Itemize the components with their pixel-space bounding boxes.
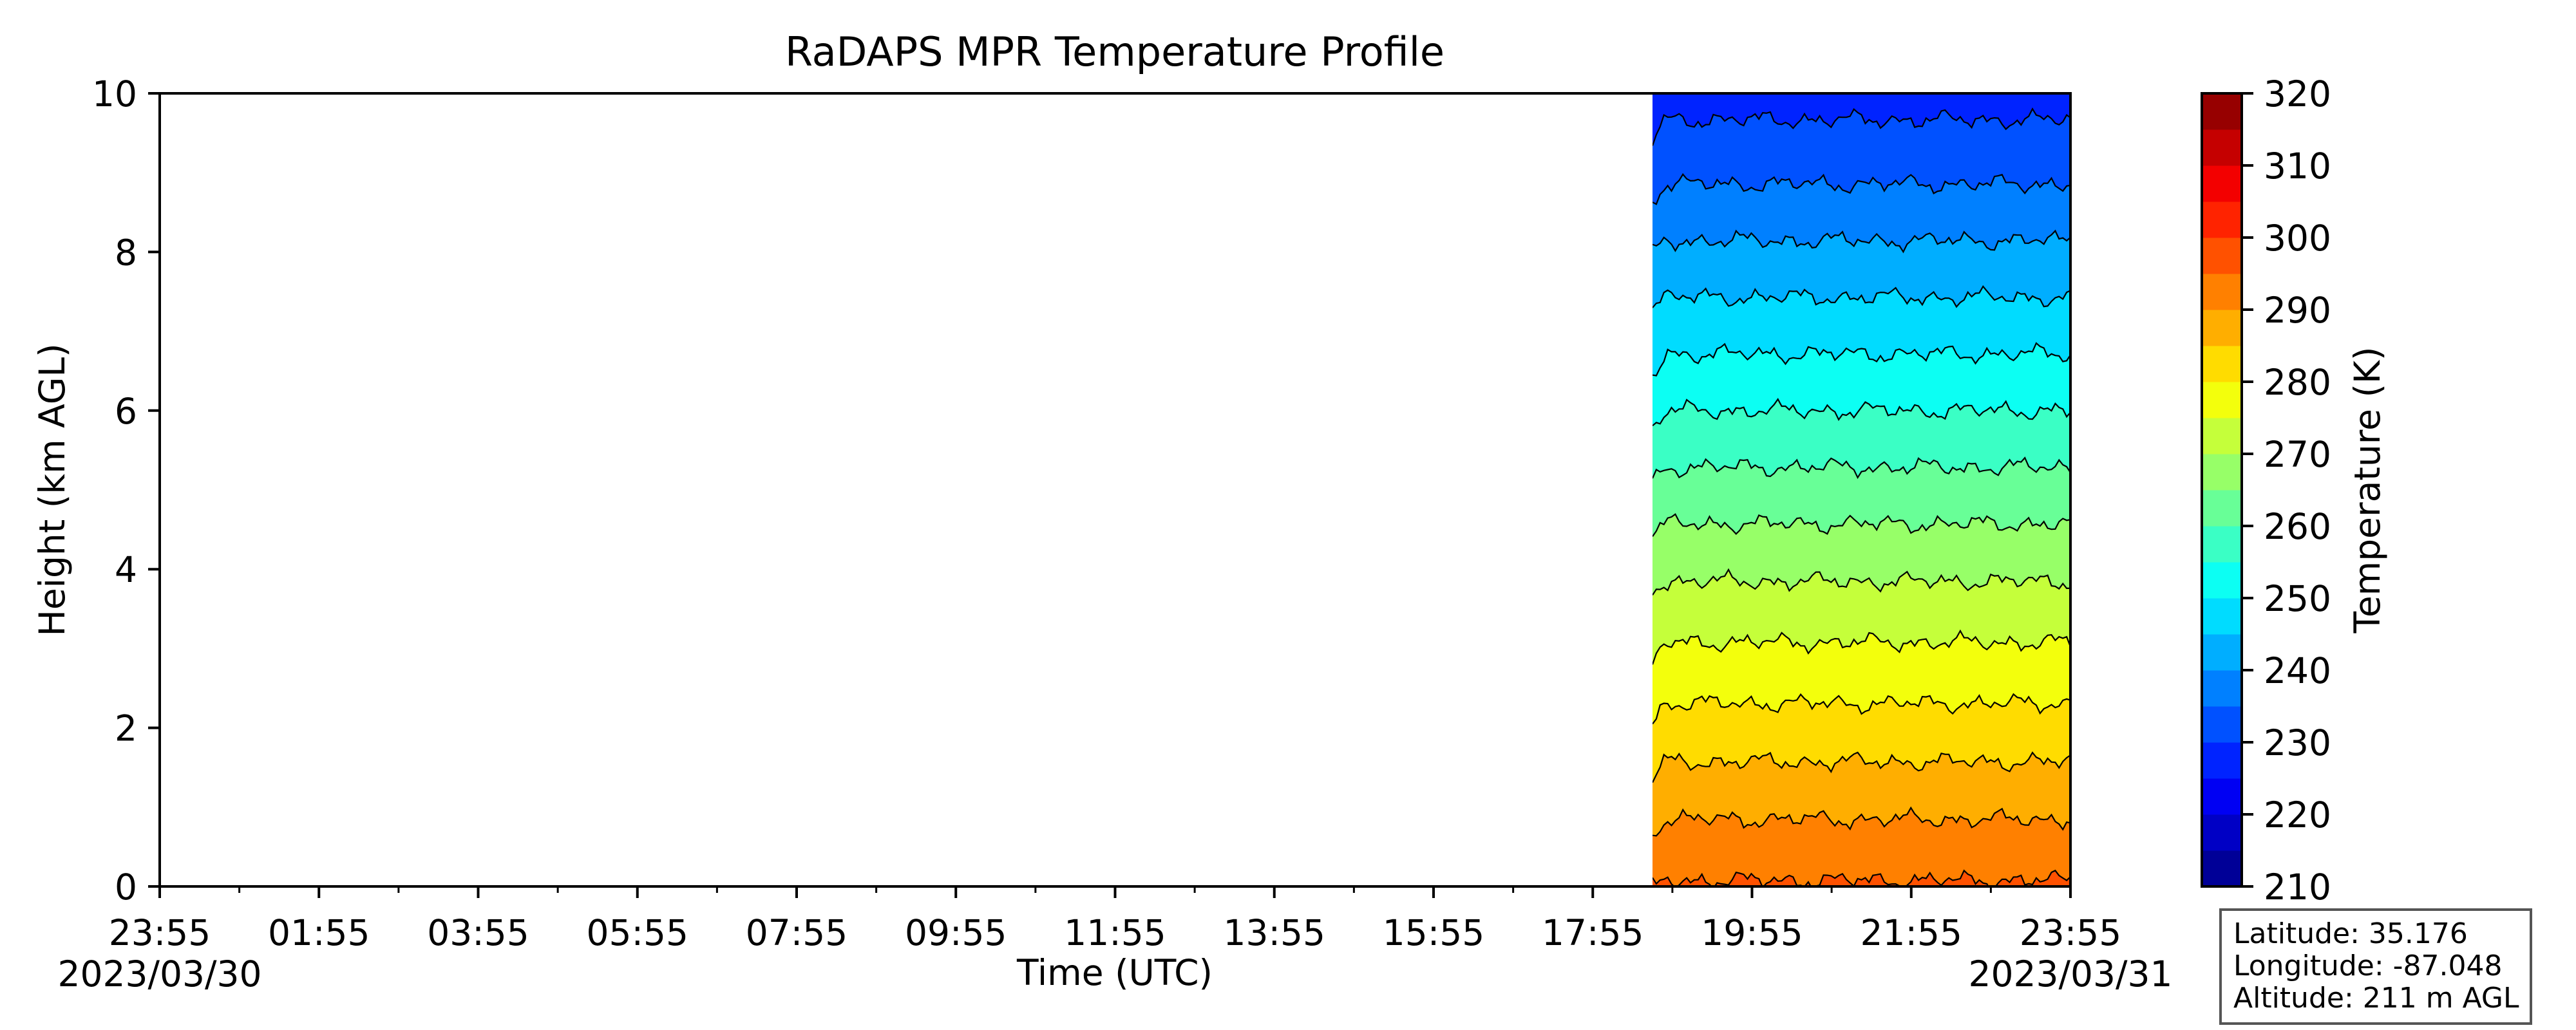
- colorbar: 210 220 230 240 250 260 270 280 290 300 310 320: [2201, 73, 2331, 908]
- colorbar-tick-label: 320: [2264, 73, 2331, 115]
- x-tick-label: 23:55: [2020, 912, 2122, 953]
- isotherm-line: [1652, 456, 2070, 480]
- chart-title: RaDAPS MPR Temperature Profile: [785, 28, 1444, 75]
- x-tick-label: 11:55: [1064, 912, 1166, 953]
- isotherm-line: [1652, 513, 2070, 538]
- colorbar-segment: [2202, 706, 2242, 743]
- isotherm-line: [1652, 285, 2070, 308]
- colorbar-segment: [2202, 238, 2242, 274]
- x-tick-label: 21:55: [1860, 912, 1962, 953]
- y-axis: 0 2 4 6 8 10: [92, 73, 160, 908]
- colorbar-segment: [2202, 382, 2242, 418]
- y-tick-label: 8: [115, 232, 137, 273]
- colorbar-tick-label: 250: [2264, 578, 2331, 619]
- colorbar-tick-label: 210: [2264, 866, 2331, 908]
- colorbar-segment: [2202, 562, 2242, 599]
- colorbar-tick-label: 300: [2264, 218, 2331, 259]
- isotherm-line: [1652, 751, 2070, 783]
- x-tick-label: 09:55: [905, 912, 1007, 953]
- isotherm-line: [1652, 342, 2070, 377]
- colorbar-tick-label: 240: [2264, 650, 2331, 691]
- x-tick-label: 15:55: [1383, 912, 1485, 953]
- x-tick-label: 19:55: [1701, 912, 1803, 953]
- isotherm-line: [1652, 398, 2070, 427]
- colorbar-segment: [2202, 165, 2242, 202]
- colorbar-segment: [2202, 778, 2242, 815]
- station-info-box: Latitude: 35.176 Longitude: -87.048 Alti…: [2219, 908, 2532, 1025]
- y-tick-label: 6: [115, 391, 137, 432]
- colorbar-segment: [2202, 742, 2242, 779]
- colorbar-segment: [2202, 814, 2242, 851]
- colorbar-segment: [2202, 598, 2242, 635]
- colorbar-segment: [2202, 418, 2242, 454]
- colorbar-label: Temperature (K): [2347, 347, 2388, 634]
- temperature-field: [1652, 93, 2070, 886]
- colorbar-tick-label: 230: [2264, 722, 2331, 763]
- longitude-text: Longitude: -87.048: [2233, 950, 2502, 982]
- colorbar-tick-label: 280: [2264, 362, 2331, 403]
- end-date-label: 2023/03/31: [1968, 953, 2172, 995]
- y-tick-label: 10: [92, 73, 137, 115]
- isotherm-line: [1652, 806, 2070, 837]
- colorbar-tick-label: 310: [2264, 145, 2331, 187]
- y-tick-label: 0: [115, 866, 137, 908]
- isotherm-line: [1652, 229, 2070, 254]
- colorbar-segment: [2202, 201, 2242, 238]
- altitude-text: Altitude: 211 m AGL: [2233, 982, 2519, 1015]
- isotherm-line: [1652, 869, 2070, 886]
- colorbar-tick-label: 260: [2264, 506, 2331, 547]
- temperature-band: [1652, 807, 2070, 886]
- colorbar-segment: [2202, 850, 2242, 887]
- isotherm-line: [1652, 568, 2070, 596]
- x-tick-label: 23:55: [109, 912, 211, 953]
- y-axis-label: Height (km AGL): [32, 343, 73, 636]
- colorbar-segment: [2202, 526, 2242, 563]
- y-tick-label: 4: [115, 549, 137, 590]
- x-tick-label: 03:55: [427, 912, 529, 953]
- latitude-text: Latitude: 35.176: [2233, 917, 2468, 950]
- info-box-frame: [2219, 908, 2532, 1025]
- x-tick-label: 17:55: [1542, 912, 1644, 953]
- x-tick-label: 13:55: [1223, 912, 1325, 953]
- colorbar-segment: [2202, 129, 2242, 166]
- colorbar-tick-label: 220: [2264, 794, 2331, 836]
- colorbar-segment: [2202, 310, 2242, 346]
- colorbar-segment: [2202, 454, 2242, 491]
- isotherm-line: [1652, 629, 2070, 665]
- x-axis-label: Time (UTC): [1016, 952, 1213, 993]
- x-tick-label: 01:55: [268, 912, 370, 953]
- colorbar-segment: [2202, 346, 2242, 382]
- x-tick-label: 07:55: [746, 912, 848, 953]
- isotherm-line: [1652, 107, 2070, 146]
- x-tick-label: 05:55: [586, 912, 688, 953]
- colorbar-segment: [2202, 93, 2242, 130]
- start-date-label: 2023/03/30: [57, 953, 261, 995]
- colorbar-segment: [2202, 274, 2242, 310]
- colorbar-tick-label: 270: [2264, 434, 2331, 475]
- colorbar-frame: [2201, 92, 2243, 888]
- y-tick-label: 2: [115, 708, 137, 749]
- colorbar-segment: [2202, 634, 2242, 671]
- isotherm-line: [1652, 693, 2070, 725]
- x-axis: 23:55 01:55 03:55 05:55 07:55 09:55 11:55 13:55…: [109, 886, 2122, 953]
- isotherm-contours: [1652, 107, 2070, 886]
- isotherm-line: [1652, 173, 2070, 205]
- colorbar-tick-label: 290: [2264, 290, 2331, 331]
- colorbar-segment: [2202, 490, 2242, 527]
- colorbar-segment: [2202, 670, 2242, 707]
